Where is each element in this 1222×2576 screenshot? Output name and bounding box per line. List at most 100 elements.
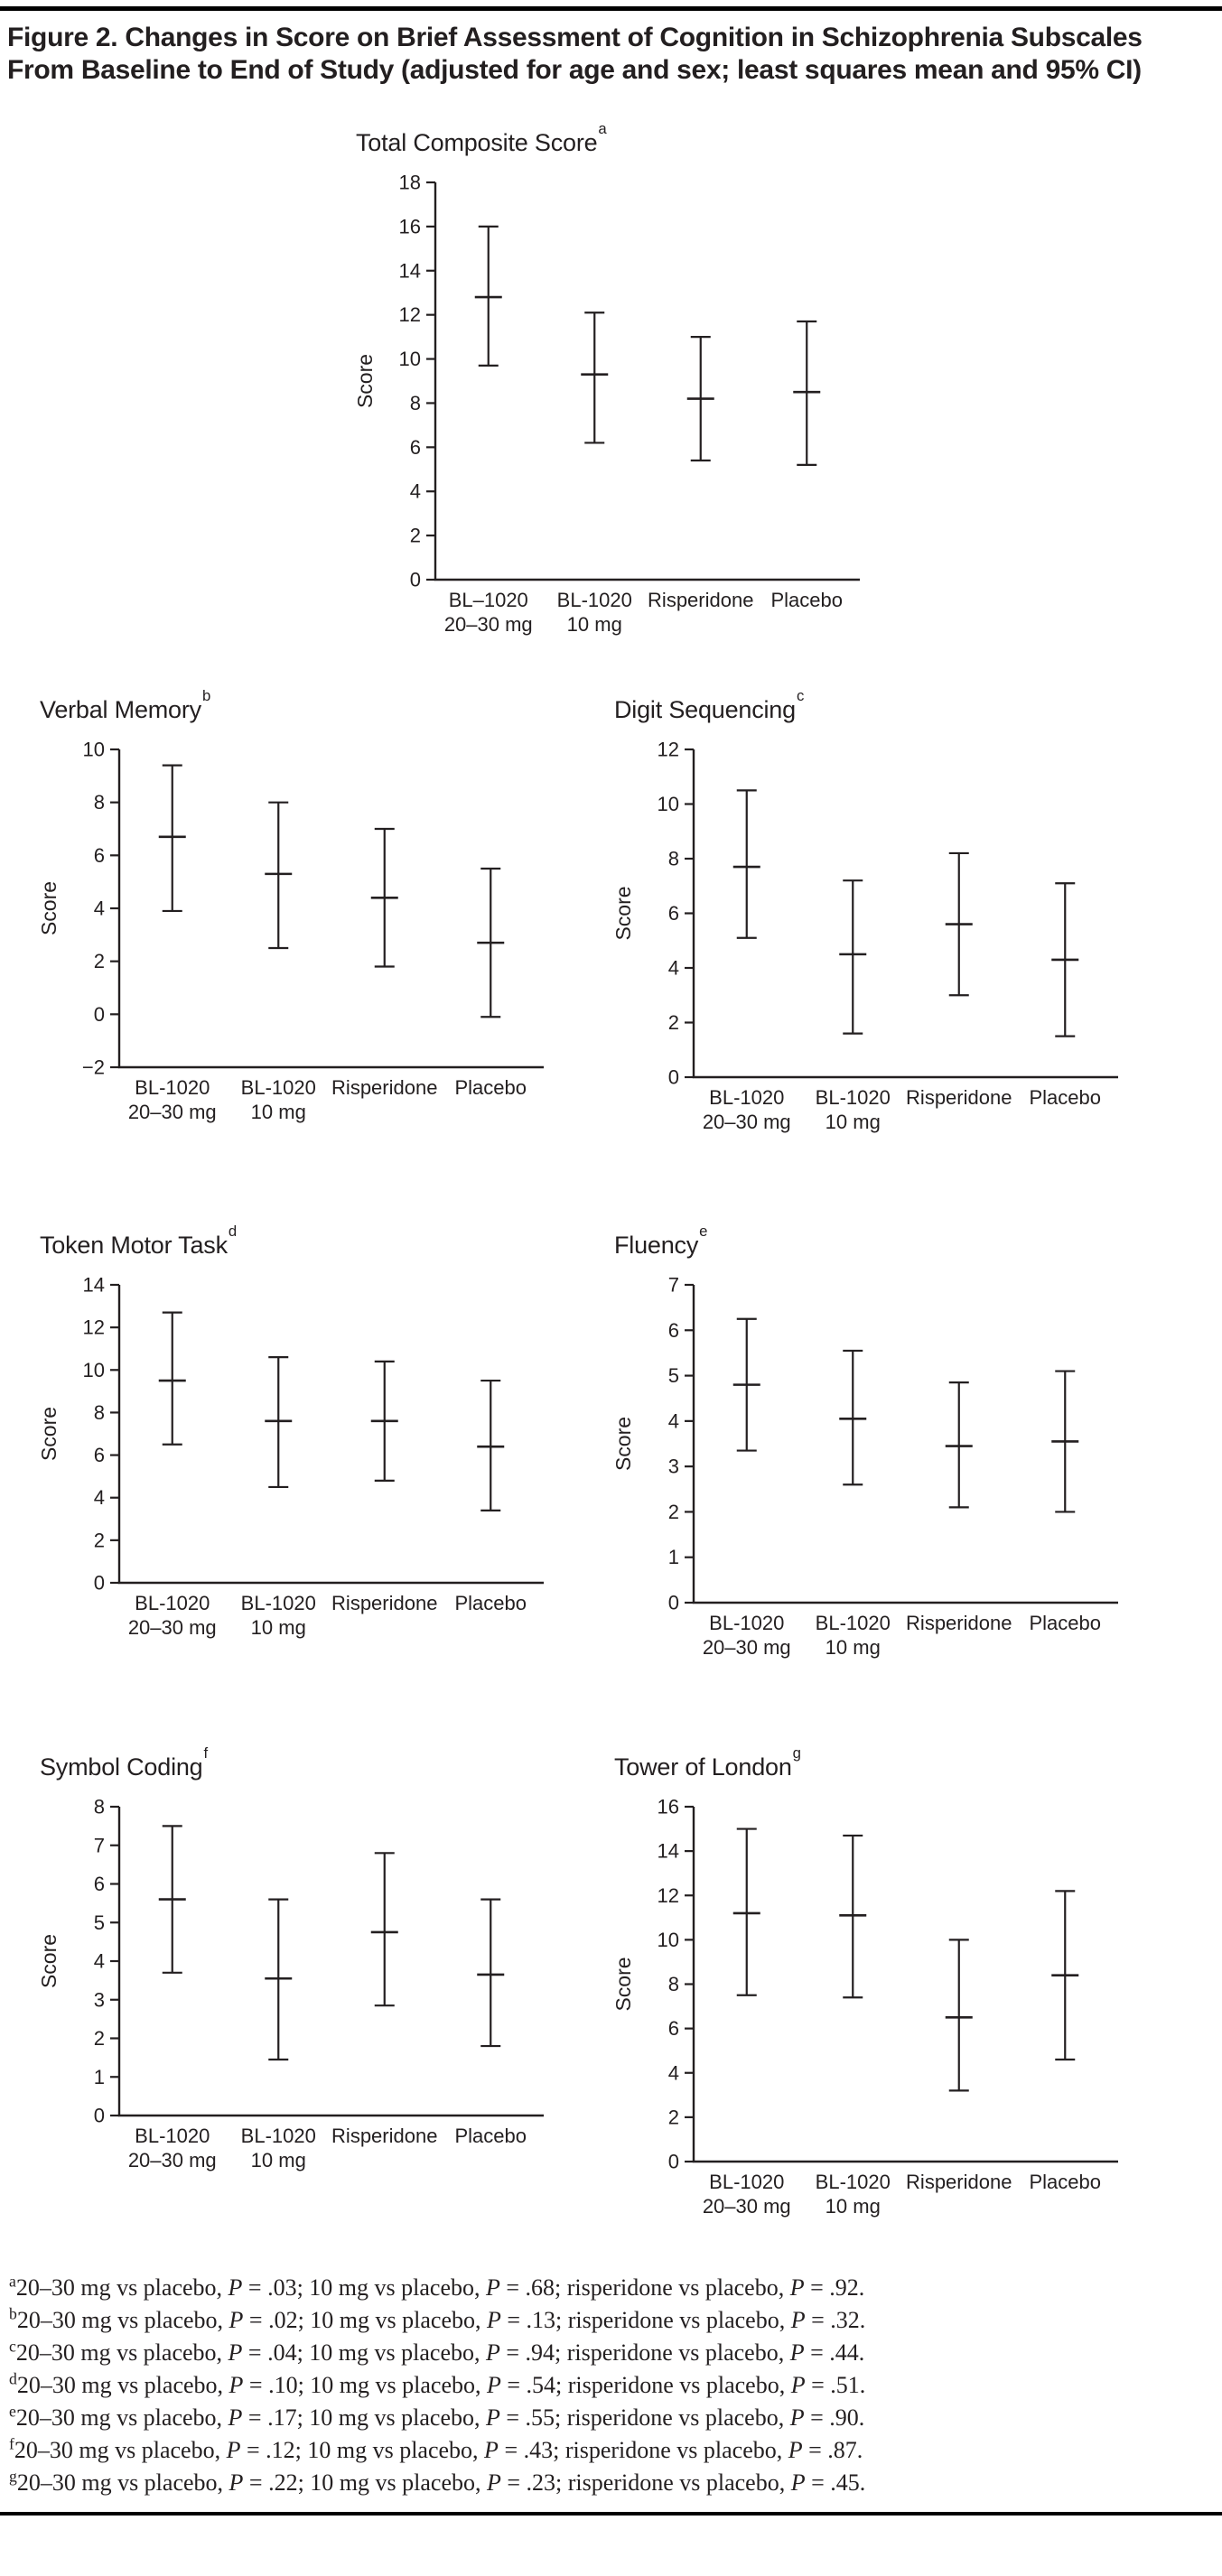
chart-canvas: 0 1 2 3 4 5 6 7 8 Score BL-1020 20–30 mg BL-1020 10 m…: [25, 1789, 571, 2206]
svg-text:1: 1: [94, 2066, 105, 2088]
svg-text:0: 0: [94, 2105, 105, 2127]
svg-text:6: 6: [94, 844, 105, 867]
chart-title-text: Fluency: [614, 1232, 699, 1259]
chart-total-composite-score: Total Composite Scorea 0 2 4 6 8 10 12 14 16 18 Sc…: [341, 120, 887, 670]
chart-title: Total Composite Scorea: [356, 120, 887, 157]
chart-fluency: Fluencye 0 1 2 3 4 5 6 7 Score BL-1020 20–30 mg BL-…: [600, 1223, 1145, 1693]
chart-canvas: 0 2 4 6 8 10 12 14 16 18 Score BL–1020 20–30 mg BL-10…: [341, 164, 887, 670]
chart-title-text: Digit Sequencing: [614, 696, 796, 723]
svg-text:Score: Score: [37, 881, 61, 935]
chart-title-superscript: g: [792, 1744, 801, 1762]
svg-text:10: 10: [83, 1359, 105, 1381]
svg-text:6: 6: [410, 436, 421, 459]
svg-text:20–30 mg: 20–30 mg: [703, 1111, 791, 1133]
svg-text:BL–1020: BL–1020: [449, 589, 528, 611]
footnote: b20–30 mg vs placebo, P = .02; 10 mg vs …: [9, 2304, 866, 2333]
svg-text:Risperidone: Risperidone: [906, 2171, 1012, 2193]
svg-text:7: 7: [668, 1274, 679, 1297]
svg-text:BL-1020: BL-1020: [135, 2125, 210, 2147]
chart-title: Symbol Codingf: [40, 1744, 571, 1781]
figure-page: Figure 2. Changes in Score on Brief Asse…: [0, 6, 1222, 2516]
chart-title-superscript: d: [228, 1222, 238, 1240]
svg-text:12: 12: [658, 739, 679, 761]
svg-text:0: 0: [94, 1003, 105, 1026]
chart-title: Fluencye: [614, 1223, 1145, 1260]
svg-text:BL-1020: BL-1020: [816, 1086, 891, 1109]
svg-text:Score: Score: [611, 1417, 635, 1471]
svg-text:BL-1020: BL-1020: [135, 1592, 210, 1614]
footnote-marker: b: [9, 2304, 17, 2323]
svg-text:6: 6: [668, 2017, 679, 2040]
footnote-marker: g: [9, 2467, 17, 2486]
chart-title-text: Symbol Coding: [40, 1753, 203, 1781]
svg-text:8: 8: [94, 791, 105, 814]
svg-text:0: 0: [668, 2151, 679, 2173]
svg-text:2: 2: [94, 950, 105, 972]
svg-text:BL-1020: BL-1020: [709, 1612, 784, 1634]
svg-text:14: 14: [83, 1274, 105, 1297]
chart-token-motor-task: Token Motor Taskd 0 2 4 6 8 10 12 14 Score BL-102…: [25, 1223, 571, 1673]
chart-title-text: Tower of London: [614, 1753, 792, 1781]
svg-text:Score: Score: [37, 1934, 61, 1988]
svg-text:Risperidone: Risperidone: [648, 589, 753, 611]
svg-text:20–30 mg: 20–30 mg: [128, 2149, 217, 2171]
svg-text:14: 14: [658, 1840, 679, 1863]
svg-text:4: 4: [668, 2061, 679, 2084]
svg-text:20–30 mg: 20–30 mg: [703, 2195, 791, 2218]
svg-text:4: 4: [410, 480, 421, 503]
svg-text:1: 1: [668, 1546, 679, 1568]
svg-text:10: 10: [83, 739, 105, 761]
footnote-marker: a: [9, 2272, 16, 2291]
svg-text:10: 10: [658, 793, 679, 815]
svg-text:0: 0: [410, 569, 421, 591]
svg-text:3: 3: [94, 1988, 105, 2011]
top-rule: [0, 6, 1222, 11]
svg-text:3: 3: [668, 1455, 679, 1478]
svg-text:Risperidone: Risperidone: [331, 1592, 437, 1614]
svg-text:7: 7: [94, 1834, 105, 1856]
svg-text:2: 2: [94, 2027, 105, 2050]
svg-text:10 mg: 10 mg: [251, 1616, 306, 1639]
svg-text:10 mg: 10 mg: [826, 1111, 881, 1133]
svg-text:BL-1020: BL-1020: [709, 2171, 784, 2193]
svg-text:BL-1020: BL-1020: [241, 2125, 316, 2147]
svg-text:12: 12: [399, 303, 421, 326]
svg-text:5: 5: [668, 1364, 679, 1387]
svg-text:BL-1020: BL-1020: [241, 1076, 316, 1099]
svg-text:8: 8: [668, 848, 679, 870]
figure-title: Figure 2. Changes in Score on Brief Asse…: [7, 23, 1143, 85]
svg-text:2: 2: [410, 525, 421, 547]
svg-text:Placebo: Placebo: [454, 1076, 527, 1099]
svg-text:Score: Score: [37, 1407, 61, 1461]
svg-text:0: 0: [668, 1592, 679, 1614]
footnote-marker: c: [9, 2337, 16, 2356]
chart-canvas: 0 2 4 6 8 10 12 14 16 Score BL-1020 20–30 mg BL-1020…: [600, 1789, 1145, 2252]
svg-text:10 mg: 10 mg: [251, 1101, 306, 1123]
svg-text:0: 0: [668, 1066, 679, 1089]
svg-text:Risperidone: Risperidone: [331, 2125, 437, 2147]
chart-row-2: Verbal Memoryb −2 0 2 4 6 8 10 Score BL-1020 20–3…: [0, 687, 1222, 1167]
svg-text:Score: Score: [611, 886, 635, 940]
svg-text:10 mg: 10 mg: [826, 1636, 881, 1659]
svg-text:8: 8: [94, 1796, 105, 1818]
footnote-marker: e: [9, 2402, 16, 2421]
chart-title: Token Motor Taskd: [40, 1223, 571, 1260]
chart-canvas: −2 0 2 4 6 8 10 Score BL-1020 20–30 mg BL-1020 10 m…: [25, 731, 571, 1158]
svg-text:4: 4: [94, 1486, 105, 1509]
chart-canvas: 0 2 4 6 8 10 12 Score BL-1020 20–30 mg BL-1020 10 m…: [600, 731, 1145, 1167]
chart-digit-sequencing: Digit Sequencingc 0 2 4 6 8 10 12 Score BL-1020 2…: [600, 687, 1145, 1167]
chart-title-text: Verbal Memory: [40, 696, 201, 723]
chart-row-3: Token Motor Taskd 0 2 4 6 8 10 12 14 Score BL-102…: [0, 1223, 1222, 1693]
svg-text:12: 12: [658, 1884, 679, 1907]
svg-text:8: 8: [410, 392, 421, 414]
bottom-rule: [0, 2512, 1222, 2516]
chart-title: Verbal Memoryb: [40, 687, 571, 724]
chart-canvas: 0 2 4 6 8 10 12 14 Score BL-1020 20–30 mg BL-1020 10…: [25, 1267, 571, 1673]
footnote: c20–30 mg vs placebo, P = .04; 10 mg vs …: [9, 2337, 865, 2366]
svg-text:4: 4: [668, 957, 679, 980]
svg-text:Risperidone: Risperidone: [906, 1612, 1012, 1634]
chart-title: Digit Sequencingc: [614, 687, 1145, 724]
chart-canvas: 0 1 2 3 4 5 6 7 Score BL-1020 20–30 mg BL-1020 10 mg…: [600, 1267, 1145, 1693]
footnote: e20–30 mg vs placebo, P = .17; 10 mg vs …: [9, 2402, 865, 2431]
footnote: d20–30 mg vs placebo, P = .10; 10 mg vs …: [9, 2369, 866, 2398]
